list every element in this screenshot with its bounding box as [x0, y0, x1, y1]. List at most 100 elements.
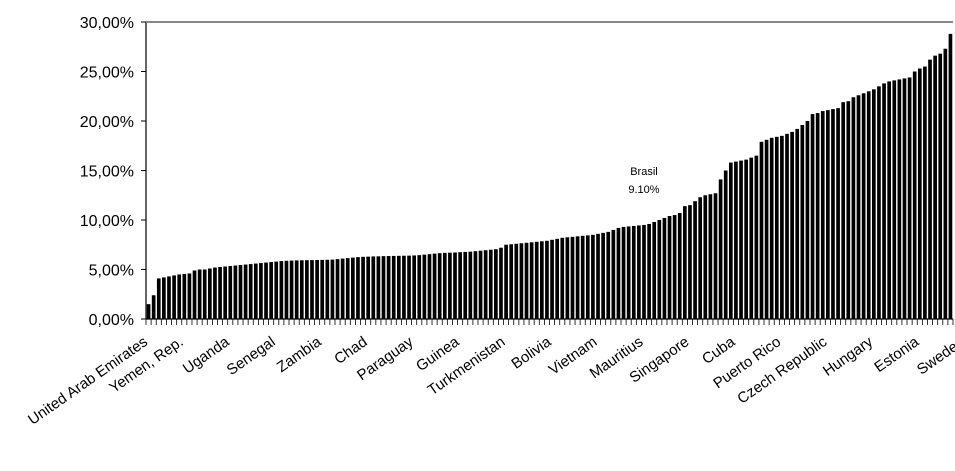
bar	[810, 114, 815, 319]
bar	[305, 260, 309, 319]
bar	[412, 255, 416, 319]
bar	[534, 241, 539, 319]
bar	[407, 255, 411, 319]
bar	[836, 108, 840, 319]
bar	[376, 256, 381, 319]
bar	[565, 237, 570, 319]
bar	[713, 193, 718, 319]
bar	[846, 101, 851, 319]
bar	[774, 136, 779, 319]
x-category-label: Senegal	[224, 333, 279, 379]
bar	[718, 179, 723, 319]
bar	[866, 91, 871, 319]
bar	[529, 242, 534, 319]
annotation-line-1: Brasil	[630, 166, 658, 178]
bar	[642, 224, 646, 319]
bar	[223, 266, 228, 319]
bar	[749, 157, 754, 319]
bar	[361, 256, 365, 319]
bar	[631, 225, 636, 319]
bar	[769, 137, 774, 319]
bar	[923, 66, 927, 319]
bar	[871, 89, 876, 319]
bar	[621, 226, 626, 319]
bar	[182, 273, 187, 319]
bar	[253, 263, 258, 319]
bar	[539, 241, 544, 319]
bar	[928, 59, 932, 320]
x-category-label: Zambia	[274, 333, 325, 376]
bar	[744, 159, 748, 319]
bar	[856, 95, 861, 319]
bar	[422, 254, 427, 319]
bar	[448, 252, 452, 319]
bar	[841, 102, 846, 319]
bar	[167, 276, 171, 319]
bar	[637, 225, 641, 319]
bar	[693, 201, 697, 319]
bar	[294, 260, 299, 319]
bar	[187, 273, 192, 319]
bar	[315, 259, 319, 319]
bar	[887, 81, 891, 320]
bar	[815, 113, 820, 319]
bar	[289, 260, 294, 319]
bar	[667, 216, 672, 319]
bar	[657, 220, 662, 319]
bar	[790, 131, 794, 319]
bar	[483, 250, 488, 319]
bar	[264, 262, 268, 319]
bar	[524, 242, 529, 319]
bar	[427, 254, 432, 319]
bar	[478, 250, 483, 319]
bar	[907, 77, 912, 319]
bar	[442, 252, 447, 319]
bar	[386, 256, 391, 319]
bar	[831, 109, 835, 320]
bar	[335, 259, 340, 319]
bar	[228, 266, 233, 319]
bar	[330, 259, 335, 319]
bar	[882, 83, 886, 319]
bar	[785, 133, 789, 319]
bar	[626, 226, 631, 319]
bar	[677, 213, 682, 319]
bar	[356, 257, 360, 319]
bar	[912, 71, 917, 319]
bar	[560, 237, 565, 319]
bar	[764, 139, 769, 319]
y-tick-label: 0,00%	[89, 312, 134, 329]
bar	[805, 121, 810, 319]
bar	[892, 80, 897, 319]
bars	[146, 33, 953, 320]
bar	[218, 267, 222, 319]
bar	[800, 124, 805, 320]
bar	[703, 195, 708, 319]
bar	[933, 55, 937, 319]
x-category-label: Estonia	[871, 333, 922, 376]
bar	[162, 277, 166, 319]
bar	[396, 255, 401, 319]
bar	[877, 86, 881, 319]
bar	[596, 233, 600, 319]
bar	[688, 205, 692, 319]
bar	[243, 264, 248, 319]
bar	[739, 160, 743, 319]
bar	[708, 194, 713, 319]
bar	[759, 141, 764, 319]
bar	[555, 238, 560, 319]
bar	[826, 110, 830, 319]
bar	[938, 53, 943, 320]
bar	[683, 206, 687, 319]
bar	[519, 243, 524, 319]
bar	[851, 97, 856, 320]
bar	[248, 264, 253, 319]
x-category-label: Sweden	[914, 333, 955, 378]
bar	[570, 236, 575, 319]
bar	[371, 256, 376, 319]
bar	[795, 128, 800, 319]
y-tick-label: 20,00%	[80, 114, 134, 131]
bar	[611, 229, 616, 319]
bar	[580, 235, 585, 319]
